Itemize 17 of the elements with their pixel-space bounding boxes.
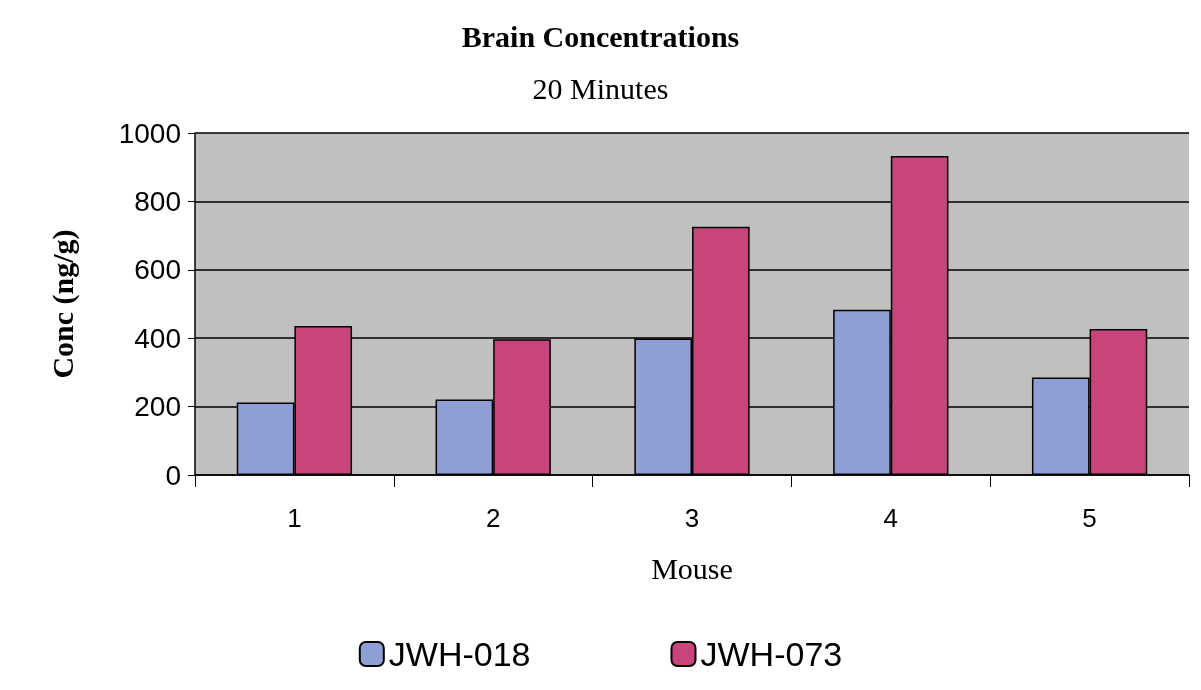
x-tick-label: 5 [1082, 503, 1097, 533]
chart-subtitle: 20 Minutes [532, 71, 669, 105]
x-tick-label: 1 [287, 503, 302, 533]
x-tick-label: 4 [883, 503, 899, 533]
y-tick-label: 600 [134, 254, 181, 286]
y-tick-label: 200 [134, 391, 181, 423]
x-tick-label: 2 [485, 503, 501, 533]
x-axis-title: Mouse [651, 551, 733, 585]
y-tick-label: 1000 [118, 117, 181, 149]
legend-label: JWH-018 [388, 635, 531, 673]
y-tick-label: 400 [134, 322, 181, 354]
y-axis-title: Conc (ng/g) [45, 229, 80, 379]
chart-title: Brain Concentrations [461, 19, 740, 53]
legend-label: JWH-073 [700, 635, 843, 673]
y-tick-label: 0 [165, 459, 181, 491]
y-tick-label: 800 [134, 185, 181, 217]
x-tick-label: 3 [684, 503, 700, 533]
